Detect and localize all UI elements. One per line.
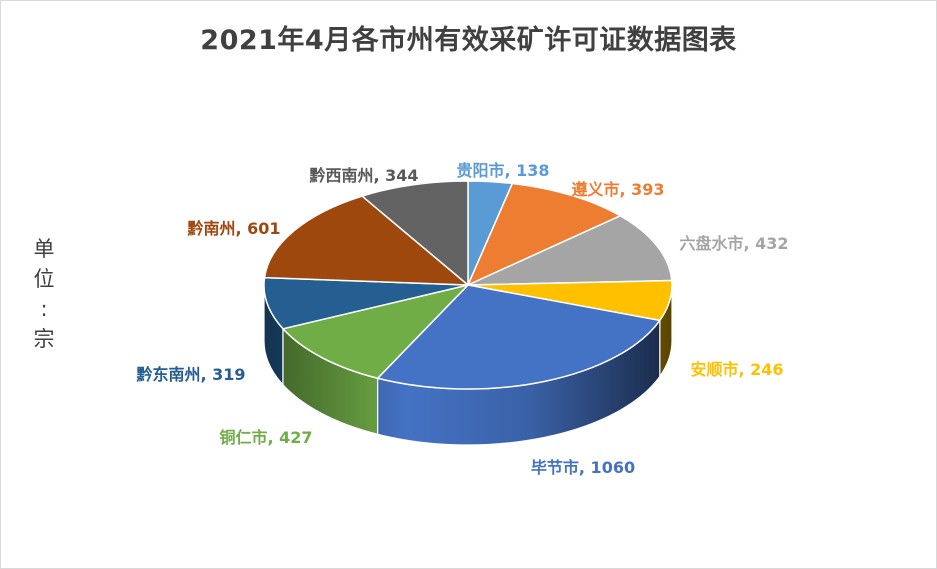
pie-slice-5 bbox=[282, 284, 469, 380]
unit-char: 宗 bbox=[33, 327, 55, 351]
slice-label-tongren: 铜仁市, 427 bbox=[219, 428, 312, 447]
slice-label-qiannan: 黔南州, 601 bbox=[187, 219, 280, 238]
pie-slice-1 bbox=[467, 182, 621, 286]
pie-slice-6 bbox=[263, 276, 469, 330]
pie-slice-2 bbox=[467, 215, 673, 286]
slice-label-bijie: 毕节市, 1060 bbox=[531, 458, 635, 477]
pie-slice-4 bbox=[376, 284, 661, 390]
slice-label-zunyi: 遵义市, 393 bbox=[571, 180, 664, 199]
slice-label-qianxinan: 黔西南州, 344 bbox=[309, 166, 418, 185]
unit-label: 单 位 : 宗 bbox=[30, 234, 58, 354]
slice-label-qiandongnan: 黔东南州, 319 bbox=[136, 365, 245, 384]
pie-labels: 贵阳市, 138 遵义市, 393 六盘水市, 432 安顺市, 246 毕节市… bbox=[136, 161, 788, 477]
unit-char: 位 bbox=[33, 267, 55, 291]
slice-label-liupanshui: 六盘水市, 432 bbox=[679, 234, 788, 253]
chart-title: 2021年4月各市州有效采矿许可证数据图表 bbox=[200, 25, 737, 56]
pie-slice-7 bbox=[263, 195, 469, 286]
slice-label-anshun: 安顺市, 246 bbox=[690, 360, 783, 379]
unit-char: : bbox=[40, 297, 48, 321]
unit-char: 单 bbox=[33, 237, 55, 261]
slice-label-guiyang: 贵阳市, 138 bbox=[456, 161, 549, 180]
pie-slice-8 bbox=[361, 180, 469, 286]
pie-tops bbox=[263, 180, 673, 390]
